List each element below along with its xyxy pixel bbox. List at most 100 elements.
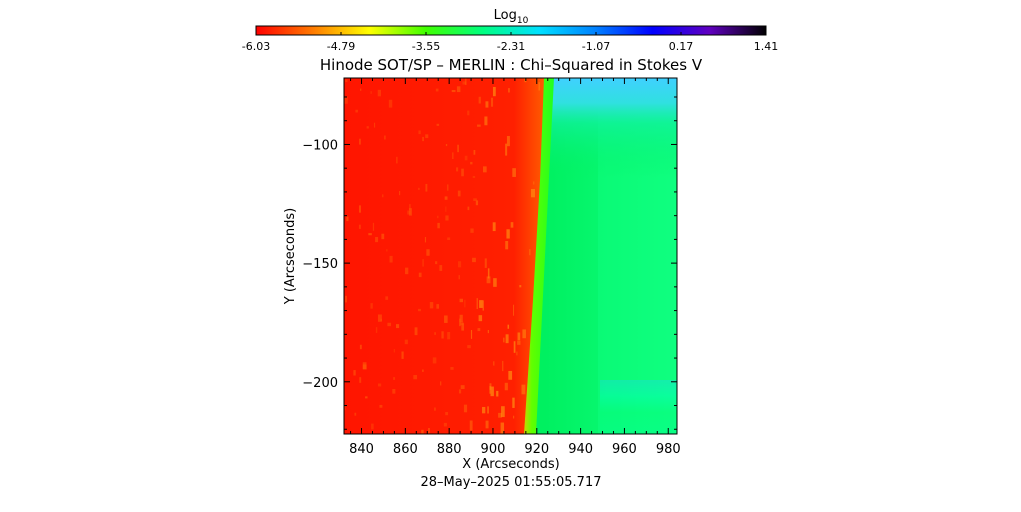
colorbar-ticks: -6.03 -4.79 -3.55 -2.31 -1.07 0.17 1.41	[242, 32, 778, 53]
texture-speckle	[380, 318, 382, 321]
texture-speckle	[487, 406, 489, 414]
texture-speckle	[485, 420, 489, 429]
x-tick-label: 960	[612, 442, 637, 457]
texture-speckle	[529, 249, 531, 256]
texture-speckle	[422, 259, 424, 267]
chart-title: Hinode SOT/SP – MERLIN : Chi–Squared in …	[320, 56, 703, 74]
texture-speckle	[533, 181, 535, 185]
texture-speckle	[445, 215, 449, 221]
texture-speckle	[470, 161, 473, 165]
texture-speckle	[490, 97, 494, 107]
x-tick-label: 900	[481, 442, 506, 457]
texture-speckle	[345, 79, 348, 83]
texture-speckle	[522, 329, 526, 339]
texture-speckle	[358, 205, 361, 213]
texture-speckle	[459, 298, 464, 303]
texture-speckle	[462, 81, 467, 85]
texture-speckle	[439, 265, 443, 271]
texture-speckle	[434, 407, 436, 411]
texture-speckle	[435, 261, 438, 265]
texture-speckle	[388, 99, 393, 108]
texture-speckle	[516, 351, 518, 356]
texture-speckle	[457, 190, 461, 197]
texture-speckle	[487, 329, 489, 334]
texture-speckle	[493, 361, 495, 366]
texture-speckle	[426, 249, 430, 256]
texture-speckle	[375, 237, 379, 243]
texture-speckle	[405, 267, 409, 275]
texture-speckle	[418, 272, 422, 278]
texture-speckle	[487, 268, 490, 279]
texture-speckle	[401, 351, 404, 359]
texture-speckle	[366, 126, 369, 129]
texture-speckle	[413, 375, 418, 380]
y-axis: −100 −150 −200	[302, 96, 677, 430]
texture-speckle	[385, 296, 389, 300]
colorbar-tick-label: -4.79	[327, 40, 355, 53]
texture-speckle	[482, 406, 486, 414]
texture-speckle	[472, 175, 476, 178]
texture-speckle	[445, 206, 447, 212]
texture-speckle	[519, 285, 522, 288]
x-tick-label: 880	[437, 442, 462, 457]
texture-speckle	[368, 233, 372, 236]
y-tick-label: −150	[302, 257, 338, 272]
texture-speckle	[472, 257, 476, 263]
texture-speckle	[512, 168, 516, 177]
texture-speckle	[398, 190, 401, 196]
texture-speckle	[498, 412, 502, 418]
texture-speckle	[489, 386, 491, 394]
texture-speckle	[379, 404, 383, 408]
texture-speckle	[461, 323, 465, 331]
colorbar: Log10 -6.03 -4.79 -3.55 -2.31 -1.07 0.17 1.41	[242, 8, 778, 53]
texture-speckle	[404, 339, 408, 345]
texture-speckle	[432, 357, 437, 364]
texture-speckle	[414, 327, 418, 336]
texture-speckle	[378, 383, 382, 387]
texture-speckle	[395, 324, 400, 329]
texture-speckle	[469, 420, 473, 431]
x-tick-label: 980	[656, 442, 681, 457]
colorbar-tick-label: 1.41	[754, 40, 779, 53]
texture-speckle	[517, 340, 521, 345]
texture-speckle	[422, 136, 425, 142]
texture-speckle	[370, 91, 372, 94]
texture-speckle	[459, 318, 461, 327]
texture-speckle	[436, 304, 440, 309]
colorbar-tick-label: -3.55	[412, 40, 440, 53]
texture-speckle	[459, 314, 463, 323]
texture-speckle	[446, 184, 449, 191]
x-tick-label: 860	[393, 442, 418, 457]
texture-speckle	[389, 255, 393, 263]
texture-speckle	[435, 88, 439, 92]
texture-speckle	[475, 200, 479, 206]
texture-speckle	[381, 233, 385, 240]
texture-speckle	[359, 138, 361, 145]
texture-speckle	[437, 215, 439, 219]
texture-speckle	[429, 302, 434, 309]
colorbar-tick-label: 0.17	[669, 40, 694, 53]
texture-speckle	[384, 135, 386, 140]
texture-speckle	[371, 423, 374, 430]
texture-speckle	[501, 406, 505, 418]
texture-speckle	[508, 88, 510, 93]
texture-speckle	[460, 385, 465, 390]
texture-speckle	[443, 422, 447, 427]
texture-speckle	[418, 187, 420, 190]
texture-speckle	[436, 123, 440, 126]
texture-speckle	[492, 222, 496, 232]
texture-speckle	[479, 300, 483, 308]
texture-speckle	[409, 204, 411, 210]
texture-speckle	[418, 130, 421, 135]
texture-speckle	[531, 188, 535, 198]
texture-speckle	[359, 88, 362, 91]
x-tick-label: 940	[568, 442, 593, 457]
texture-speckle	[512, 397, 515, 408]
texture-speckle	[464, 78, 467, 86]
texture-speckle	[458, 275, 460, 280]
texture-speckle	[486, 276, 491, 284]
colorbar-tick-label: -6.03	[242, 40, 270, 53]
texture-speckle	[353, 370, 356, 376]
texture-speckle	[358, 224, 361, 229]
